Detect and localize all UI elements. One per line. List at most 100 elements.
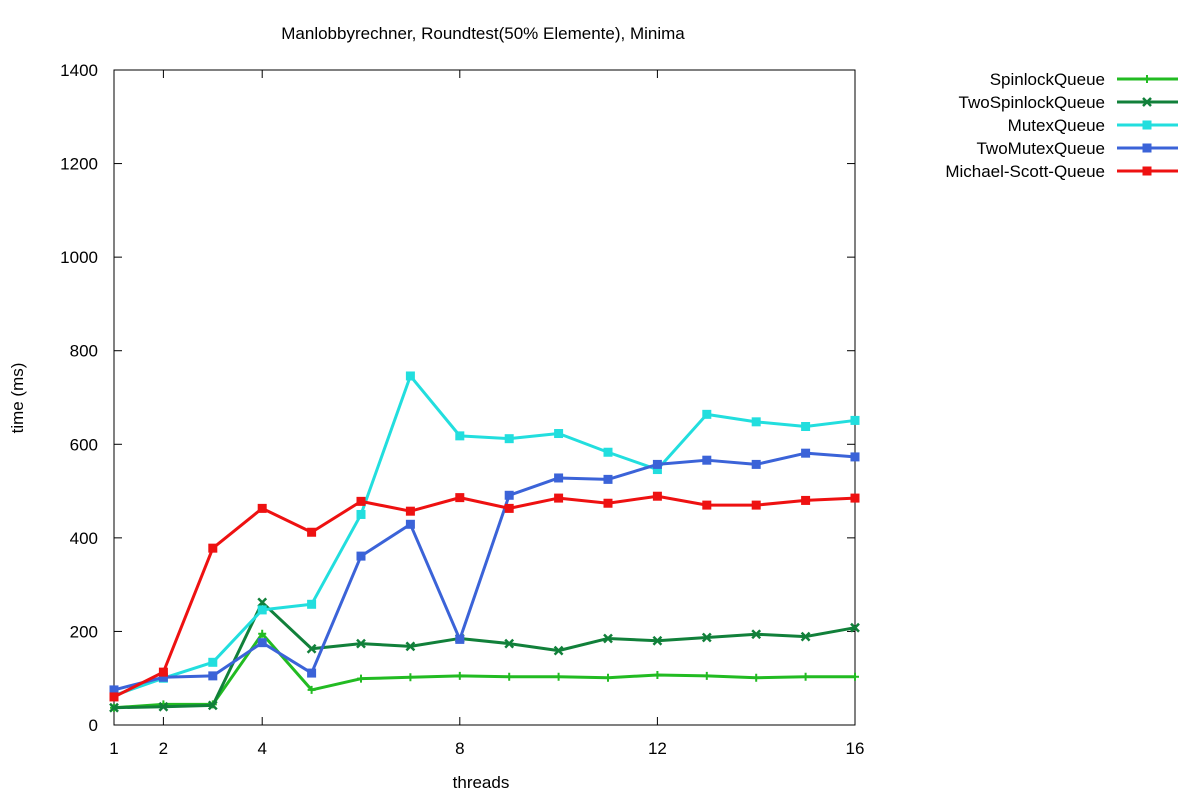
legend-item: SpinlockQueue [990, 70, 1178, 89]
data-point [702, 671, 711, 680]
plot-frame [113, 69, 856, 726]
data-point [554, 493, 564, 503]
data-point [405, 506, 415, 516]
y-tick-label: 0 [89, 716, 98, 735]
y-tick-label: 200 [70, 622, 98, 641]
data-point [653, 670, 662, 679]
data-point [307, 685, 316, 694]
data-point [702, 500, 712, 510]
data-point [850, 415, 860, 425]
data-point [405, 371, 415, 381]
y-axis-label: time (ms) [8, 363, 27, 434]
data-point [553, 645, 564, 656]
data-point [603, 498, 613, 508]
data-point [652, 635, 663, 646]
data-point [357, 674, 365, 683]
x-tick-label: 16 [846, 739, 865, 758]
data-point [109, 685, 119, 695]
data-point [109, 692, 119, 702]
data-point [109, 702, 119, 713]
data-point [702, 455, 712, 465]
data-point [504, 434, 514, 444]
data-point [208, 657, 218, 667]
y-tick-label: 1000 [60, 248, 98, 267]
x-tick-label: 4 [257, 739, 266, 758]
data-point [504, 503, 514, 513]
data-point [356, 509, 366, 519]
data-point [307, 527, 317, 537]
series-line [113, 632, 855, 710]
data-point [257, 638, 267, 648]
data-point [554, 672, 563, 681]
data-point [208, 543, 218, 553]
data-point [158, 667, 168, 677]
y-tick-label: 800 [70, 342, 98, 361]
y-tick-label: 1400 [60, 61, 98, 80]
data-point [801, 495, 811, 505]
series-line [113, 374, 856, 697]
chart-title: Manlobbyrechner, Roundtest(50% Elemente)… [281, 24, 685, 43]
data-point [307, 599, 317, 609]
data-point [207, 700, 218, 711]
x-tick-label: 12 [648, 739, 667, 758]
data-point [801, 422, 811, 432]
legend-marker [1142, 97, 1152, 107]
data-point [801, 448, 811, 458]
data-point [208, 671, 218, 681]
data-point [554, 473, 564, 483]
legend-marker [1142, 120, 1152, 130]
data-point [801, 672, 810, 681]
legend-label: SpinlockQueue [990, 70, 1105, 89]
data-point [257, 605, 267, 615]
legend-item: MutexQueue [1008, 116, 1178, 135]
data-point [257, 503, 267, 513]
data-point [603, 633, 613, 644]
data-point [652, 459, 662, 469]
legend-marker [1142, 166, 1152, 176]
data-point [751, 459, 761, 469]
legend-item: TwoSpinlockQueue [959, 93, 1178, 112]
y-tick-label: 400 [70, 529, 98, 548]
data-point [603, 447, 613, 457]
legend-label: Michael-Scott-Queue [945, 162, 1105, 181]
legend-marker [1143, 75, 1151, 83]
data-point [850, 622, 860, 633]
series-line [113, 494, 856, 699]
data-point [405, 641, 416, 652]
data-point [455, 671, 464, 680]
data-point [258, 629, 267, 638]
data-point [752, 673, 761, 682]
series-spinlockqueue [110, 629, 859, 712]
data-point [455, 493, 465, 503]
data-point [356, 638, 366, 649]
data-point [701, 632, 712, 643]
data-point [850, 452, 860, 462]
series-michael-scott-queue [109, 491, 860, 702]
data-point [504, 638, 515, 649]
data-point [306, 643, 317, 654]
data-point [257, 597, 268, 608]
y-tick-label: 1200 [60, 155, 98, 174]
data-point [158, 701, 169, 712]
data-point [652, 465, 662, 475]
legend-label: MutexQueue [1008, 116, 1105, 135]
data-point [652, 491, 662, 501]
series-twospinlockqueue [109, 597, 860, 713]
data-point [850, 493, 860, 503]
data-point [603, 474, 613, 484]
x-tick-label: 8 [455, 739, 464, 758]
series-mutexqueue [109, 371, 860, 701]
data-point [851, 672, 859, 681]
data-point [604, 673, 612, 682]
data-point [504, 490, 514, 500]
data-point [751, 629, 762, 640]
data-point [751, 417, 761, 427]
legend-item: Michael-Scott-Queue [945, 162, 1178, 181]
legend: SpinlockQueue TwoSpinlockQueue MutexQueue T… [945, 70, 1178, 181]
data-point [356, 551, 366, 561]
y-tick-label: 600 [70, 435, 98, 454]
legend-label: TwoMutexQueue [976, 139, 1105, 158]
data-point [405, 519, 415, 529]
